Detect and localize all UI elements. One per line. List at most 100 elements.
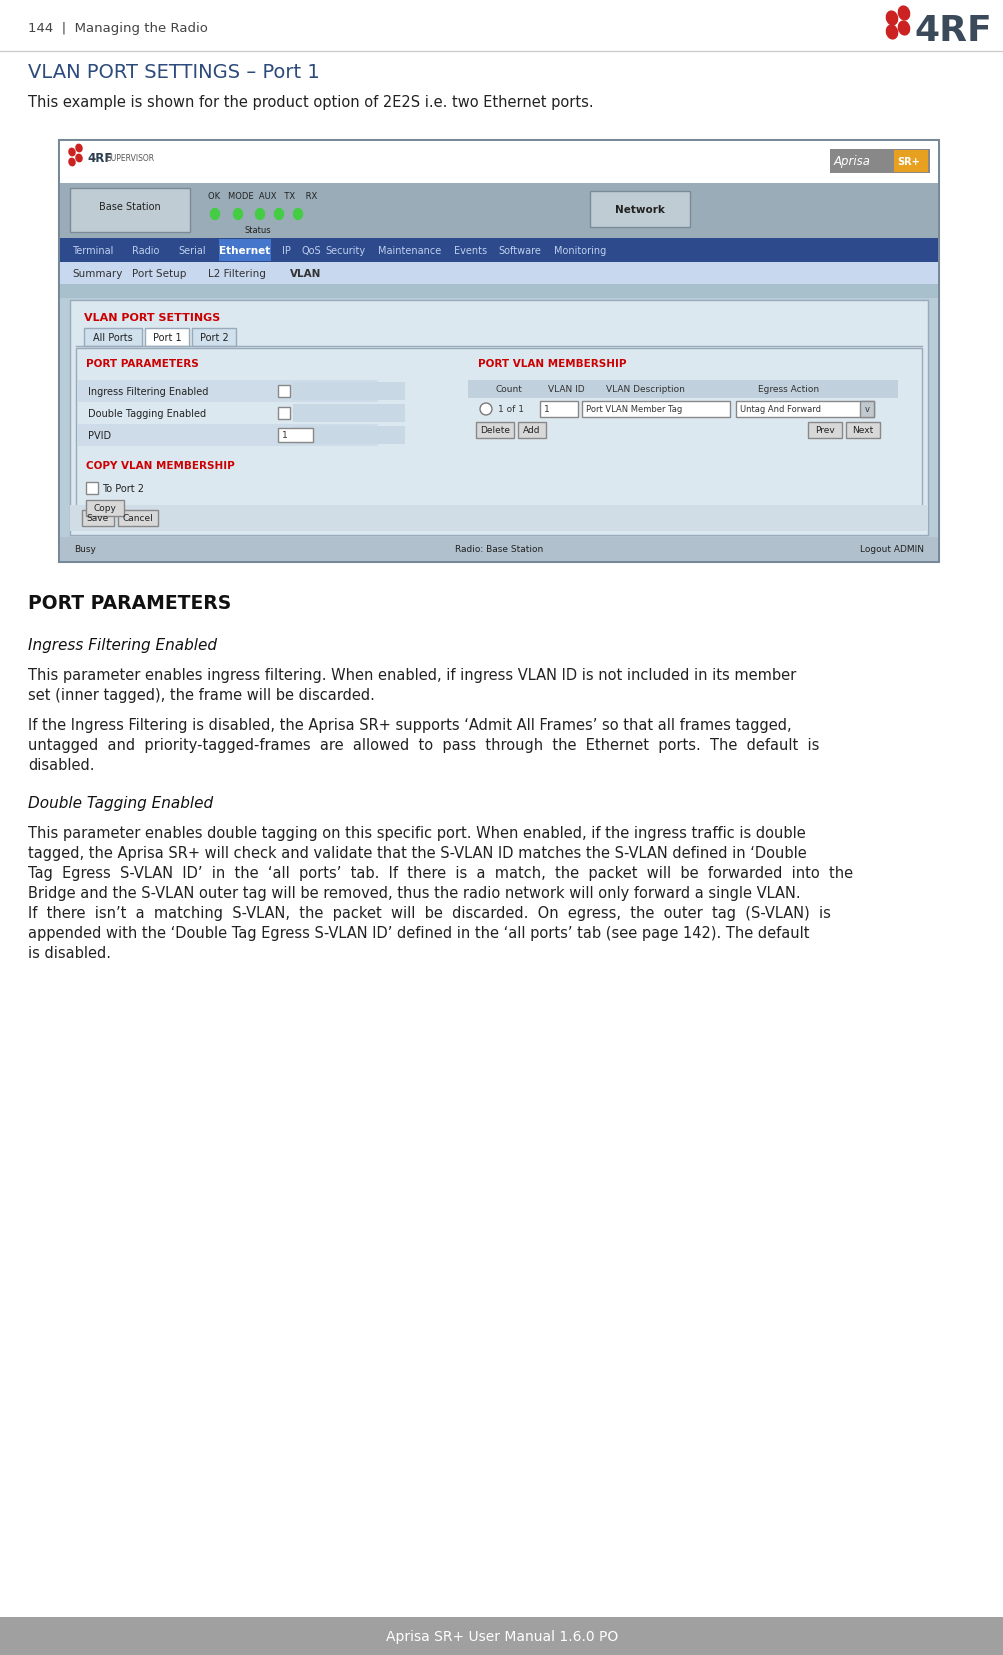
Ellipse shape <box>886 12 897 26</box>
Text: Prev: Prev <box>814 427 834 435</box>
Text: Copy: Copy <box>93 505 116 513</box>
Text: This parameter enables ingress filtering. When enabled, if ingress VLAN ID is no: This parameter enables ingress filtering… <box>28 667 795 682</box>
Text: Events: Events <box>453 247 486 257</box>
FancyBboxPatch shape <box>293 405 404 422</box>
Text: VLAN ID: VLAN ID <box>548 386 584 394</box>
Text: disabled.: disabled. <box>28 758 94 773</box>
Text: Add: Add <box>523 427 541 435</box>
Text: QoS: QoS <box>302 247 321 257</box>
FancyBboxPatch shape <box>60 238 937 263</box>
Text: Next: Next <box>852 427 873 435</box>
Text: is disabled.: is disabled. <box>28 945 111 960</box>
Ellipse shape <box>898 22 909 36</box>
Text: Busy: Busy <box>74 544 95 554</box>
Text: VLAN PORT SETTINGS – Port 1: VLAN PORT SETTINGS – Port 1 <box>28 63 319 83</box>
FancyBboxPatch shape <box>540 402 578 417</box>
Text: VLAN Description: VLAN Description <box>606 386 684 394</box>
Text: SUPERVISOR: SUPERVISOR <box>107 154 155 162</box>
Ellipse shape <box>76 156 82 162</box>
Text: 4RF: 4RF <box>87 152 112 166</box>
FancyBboxPatch shape <box>192 329 236 348</box>
Text: If  there  isn’t  a  matching  S-VLAN,  the  packet  will  be  discarded.  On  e: If there isn’t a matching S-VLAN, the pa… <box>28 905 830 920</box>
Ellipse shape <box>69 149 75 157</box>
Ellipse shape <box>69 159 75 167</box>
FancyBboxPatch shape <box>76 349 921 530</box>
Text: All Ports: All Ports <box>93 333 132 343</box>
Ellipse shape <box>234 210 243 220</box>
FancyBboxPatch shape <box>219 240 271 261</box>
FancyBboxPatch shape <box>860 402 874 417</box>
Text: SR+: SR+ <box>896 157 919 167</box>
FancyBboxPatch shape <box>582 402 729 417</box>
Text: This example is shown for the product option of 2E2S i.e. two Ethernet ports.: This example is shown for the product op… <box>28 94 593 109</box>
Text: Delete: Delete <box>479 427 510 435</box>
FancyBboxPatch shape <box>846 422 879 439</box>
FancyBboxPatch shape <box>60 263 937 285</box>
Text: OK   MODE  AUX   TX    RX: OK MODE AUX TX RX <box>208 192 317 200</box>
Text: Base Station: Base Station <box>99 202 160 212</box>
Text: To Port 2: To Port 2 <box>102 483 143 493</box>
Text: PORT PARAMETERS: PORT PARAMETERS <box>86 359 199 369</box>
Text: Egress Action: Egress Action <box>757 386 818 394</box>
FancyBboxPatch shape <box>70 189 190 233</box>
Text: COPY VLAN MEMBERSHIP: COPY VLAN MEMBERSHIP <box>86 460 235 470</box>
Text: PORT PARAMETERS: PORT PARAMETERS <box>28 594 231 612</box>
Text: PVID: PVID <box>88 430 111 440</box>
FancyBboxPatch shape <box>78 381 377 402</box>
Text: Radio: Radio <box>131 247 159 257</box>
Text: Double Tagging Enabled: Double Tagging Enabled <box>88 409 206 419</box>
Text: Radio: Base Station: Radio: Base Station <box>454 544 543 554</box>
Ellipse shape <box>76 146 82 152</box>
FancyBboxPatch shape <box>60 538 937 561</box>
Text: 144  |  Managing the Radio: 144 | Managing the Radio <box>28 22 208 35</box>
FancyBboxPatch shape <box>467 381 897 399</box>
FancyBboxPatch shape <box>278 407 290 420</box>
FancyBboxPatch shape <box>84 329 141 348</box>
Text: appended with the ‘Double Tag Egress S-VLAN ID’ defined in the ‘all ports’ tab (: appended with the ‘Double Tag Egress S-V… <box>28 925 808 940</box>
FancyBboxPatch shape <box>70 301 927 536</box>
Text: Network: Network <box>615 205 664 215</box>
FancyBboxPatch shape <box>475 422 514 439</box>
Text: Count: Count <box>495 386 523 394</box>
FancyBboxPatch shape <box>735 402 874 417</box>
Text: Maintenance: Maintenance <box>377 247 440 257</box>
Text: VLAN: VLAN <box>290 268 321 278</box>
Text: Terminal: Terminal <box>72 247 113 257</box>
Text: Summary: Summary <box>72 268 122 278</box>
Text: Port 2: Port 2 <box>200 333 228 343</box>
Text: tagged, the Aprisa SR+ will check and validate that the S-VLAN ID matches the S-: tagged, the Aprisa SR+ will check and va… <box>28 846 806 861</box>
FancyBboxPatch shape <box>86 483 98 495</box>
Text: Cancel: Cancel <box>122 515 153 523</box>
Text: Save: Save <box>87 515 109 523</box>
FancyBboxPatch shape <box>60 285 937 300</box>
Text: IP: IP <box>282 247 291 257</box>
Text: Ingress Filtering Enabled: Ingress Filtering Enabled <box>88 387 209 397</box>
Text: 1 of 1: 1 of 1 <box>497 405 524 414</box>
Text: Monitoring: Monitoring <box>554 247 606 257</box>
Ellipse shape <box>211 210 220 220</box>
Text: Double Tagging Enabled: Double Tagging Enabled <box>28 796 213 811</box>
FancyBboxPatch shape <box>518 422 546 439</box>
Text: v: v <box>864 405 869 414</box>
FancyBboxPatch shape <box>893 151 927 172</box>
FancyBboxPatch shape <box>590 192 689 228</box>
Text: Aprisa: Aprisa <box>833 156 871 169</box>
Text: Port 1: Port 1 <box>152 333 182 343</box>
Text: This parameter enables double tagging on this specific port. When enabled, if th: This parameter enables double tagging on… <box>28 826 805 841</box>
FancyBboxPatch shape <box>70 506 927 531</box>
Text: Tag  Egress  S-VLAN  ID’  in  the  ‘all  ports’  tab.  If  there  is  a  match, : Tag Egress S-VLAN ID’ in the ‘all ports’… <box>28 866 853 880</box>
FancyBboxPatch shape <box>60 142 937 561</box>
Text: Ethernet: Ethernet <box>220 247 271 257</box>
Ellipse shape <box>898 7 909 22</box>
Text: If the Ingress Filtering is disabled, the Aprisa SR+ supports ‘Admit All Frames’: If the Ingress Filtering is disabled, th… <box>28 718 790 733</box>
FancyBboxPatch shape <box>0 1617 1003 1655</box>
FancyBboxPatch shape <box>118 511 157 526</box>
FancyBboxPatch shape <box>278 386 290 397</box>
Text: 4RF: 4RF <box>913 13 991 48</box>
Text: PORT VLAN MEMBERSHIP: PORT VLAN MEMBERSHIP <box>477 359 626 369</box>
FancyBboxPatch shape <box>807 422 842 439</box>
Text: Port VLAN Member Tag: Port VLAN Member Tag <box>586 405 682 414</box>
FancyBboxPatch shape <box>78 425 377 447</box>
Circle shape <box>479 404 491 415</box>
FancyBboxPatch shape <box>86 501 124 516</box>
